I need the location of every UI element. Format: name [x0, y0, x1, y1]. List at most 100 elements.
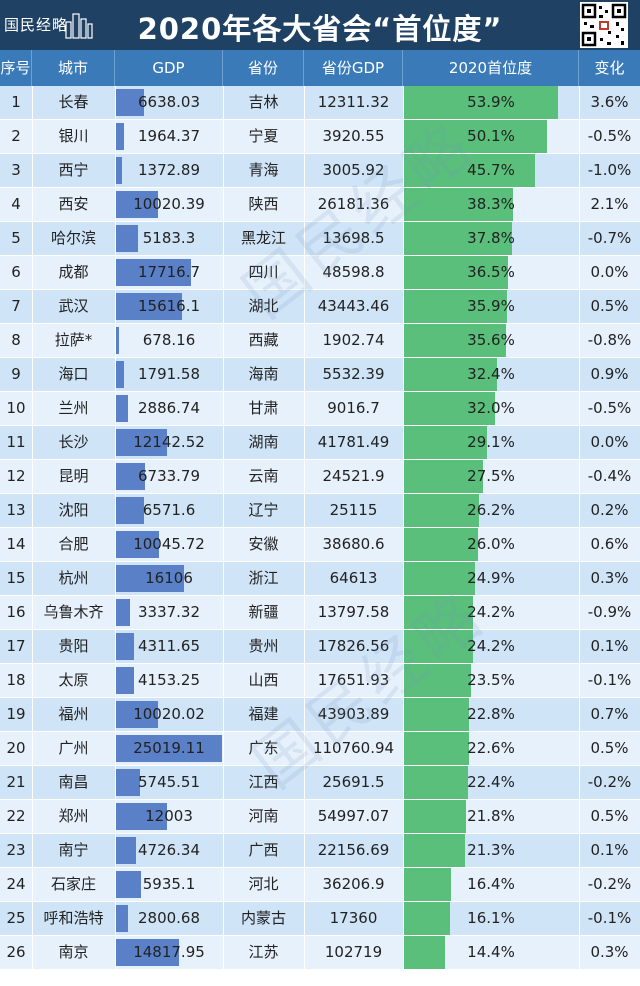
change-cell: 0.5% [590, 297, 629, 315]
rank-cell: 5 [11, 229, 21, 247]
primacy-cell: 29.1% [467, 433, 515, 451]
primacy-cell: 26.2% [467, 501, 515, 519]
table-row: 12 昆明 6733.79 云南 24521.9 27.5% -0.4% [0, 460, 640, 494]
province-cell: 陕西 [248, 195, 279, 213]
gdp-cell: 12003 [145, 807, 193, 825]
city-cell: 南京 [58, 943, 89, 961]
primacy-cell: 16.1% [467, 909, 515, 927]
gdp-cell: 3337.32 [137, 603, 201, 621]
primacy-cell: 26.0% [467, 535, 515, 553]
province-cell: 湖北 [248, 297, 279, 315]
primacy-bar [404, 426, 488, 459]
province-cell: 云南 [248, 467, 279, 485]
province-gdp-cell: 5532.39 [322, 365, 385, 383]
province-gdp-cell: 17651.93 [317, 671, 390, 689]
primacy-cell: 14.4% [467, 943, 515, 961]
primacy-bar [404, 596, 474, 629]
gdp-bar [116, 395, 129, 422]
province-cell: 青海 [248, 161, 279, 179]
province-gdp-cell: 25115 [329, 501, 378, 519]
gdp-bar [116, 905, 128, 932]
table-row: 16 乌鲁木齐 3337.32 新疆 13797.58 24.2% -0.9% [0, 596, 640, 630]
city-cell: 乌鲁木齐 [43, 603, 104, 621]
primacy-bar [404, 698, 470, 731]
table-row: 11 长沙 12142.52 湖南 41781.49 29.1% 0.0% [0, 426, 640, 460]
city-cell: 海口 [58, 365, 89, 383]
city-cell: 西安 [58, 195, 89, 213]
gdp-cell: 16106 [145, 569, 193, 587]
province-gdp-cell: 13797.58 [317, 603, 390, 621]
gdp-bar [116, 599, 131, 626]
primacy-cell: 45.7% [467, 161, 515, 179]
city-cell: 郑州 [58, 807, 89, 825]
gdp-cell: 25019.11 [133, 739, 205, 757]
city-skyline-icon [65, 13, 93, 39]
province-gdp-cell: 48598.8 [322, 263, 385, 281]
city-cell: 太原 [58, 671, 89, 689]
city-cell: 福州 [58, 705, 89, 723]
rank-cell: 22 [6, 807, 26, 825]
column-divider [32, 86, 33, 986]
gdp-cell: 10020.39 [133, 195, 205, 213]
primacy-cell: 37.8% [467, 229, 515, 247]
city-cell: 南昌 [58, 773, 89, 791]
rank-cell: 19 [6, 705, 26, 723]
table-row: 9 海口 1791.58 海南 5532.39 32.4% 0.9% [0, 358, 640, 392]
change-cell: -0.5% [587, 399, 632, 417]
primacy-bar [404, 902, 450, 935]
city-cell: 长沙 [58, 433, 89, 451]
gdp-bar [116, 497, 144, 524]
province-gdp-cell: 13698.5 [322, 229, 385, 247]
change-cell: -0.4% [587, 467, 632, 485]
rank-cell: 10 [6, 399, 26, 417]
primacy-bar [404, 494, 479, 527]
change-cell: 0.1% [590, 841, 629, 859]
rank-cell: 6 [11, 263, 21, 281]
city-cell: 石家庄 [50, 875, 96, 893]
gdp-bar [116, 225, 138, 252]
city-cell: 广州 [58, 739, 89, 757]
change-cell: -0.1% [587, 671, 632, 689]
province-cell: 广东 [248, 739, 279, 757]
primacy-bar [404, 154, 535, 187]
primacy-cell: 24.9% [467, 569, 515, 587]
header-banner: 国民经略 2020年各大省会“首位度” [0, 0, 640, 50]
primacy-cell: 24.2% [467, 637, 515, 655]
rank-cell: 15 [6, 569, 26, 587]
gdp-bar [116, 939, 179, 966]
gdp-bar [116, 463, 145, 490]
city-cell: 成都 [58, 263, 89, 281]
column-divider [579, 86, 580, 986]
province-cell: 辽宁 [248, 501, 279, 519]
primacy-cell: 22.8% [467, 705, 515, 723]
province-gdp-cell: 43443.46 [317, 297, 390, 315]
rank-cell: 9 [11, 365, 21, 383]
province-gdp-cell: 9016.7 [327, 399, 380, 417]
gdp-cell: 5183.3 [142, 229, 196, 247]
province-gdp-cell: 38680.6 [322, 535, 385, 553]
gdp-bar [116, 871, 142, 898]
page-title: 2020年各大省会“首位度” [137, 12, 503, 46]
province-gdp-cell: 1902.74 [322, 331, 385, 349]
change-cell: -0.8% [587, 331, 632, 349]
primacy-bar [404, 290, 507, 323]
gdp-bar [116, 157, 122, 184]
primacy-cell: 53.9% [467, 93, 515, 111]
province-cell: 西藏 [248, 331, 279, 349]
gdp-bar [116, 667, 134, 694]
primacy-cell: 35.6% [467, 331, 515, 349]
table-row: 22 郑州 12003 河南 54997.07 21.8% 0.5% [0, 800, 640, 834]
table-row: 15 杭州 16106 浙江 64613 24.9% 0.3% [0, 562, 640, 596]
change-cell: 0.3% [590, 943, 629, 961]
rank-cell: 23 [6, 841, 26, 859]
rank-cell: 8 [11, 331, 21, 349]
gdp-bar [116, 837, 137, 864]
primacy-bar [404, 324, 506, 357]
gdp-cell: 678.16 [142, 331, 196, 349]
province-cell: 河南 [248, 807, 279, 825]
gdp-cell: 4311.65 [137, 637, 201, 655]
change-cell: 0.3% [590, 569, 629, 587]
change-cell: 0.1% [590, 637, 629, 655]
rank-cell: 26 [6, 943, 26, 961]
qr-code-icon[interactable] [580, 2, 628, 48]
